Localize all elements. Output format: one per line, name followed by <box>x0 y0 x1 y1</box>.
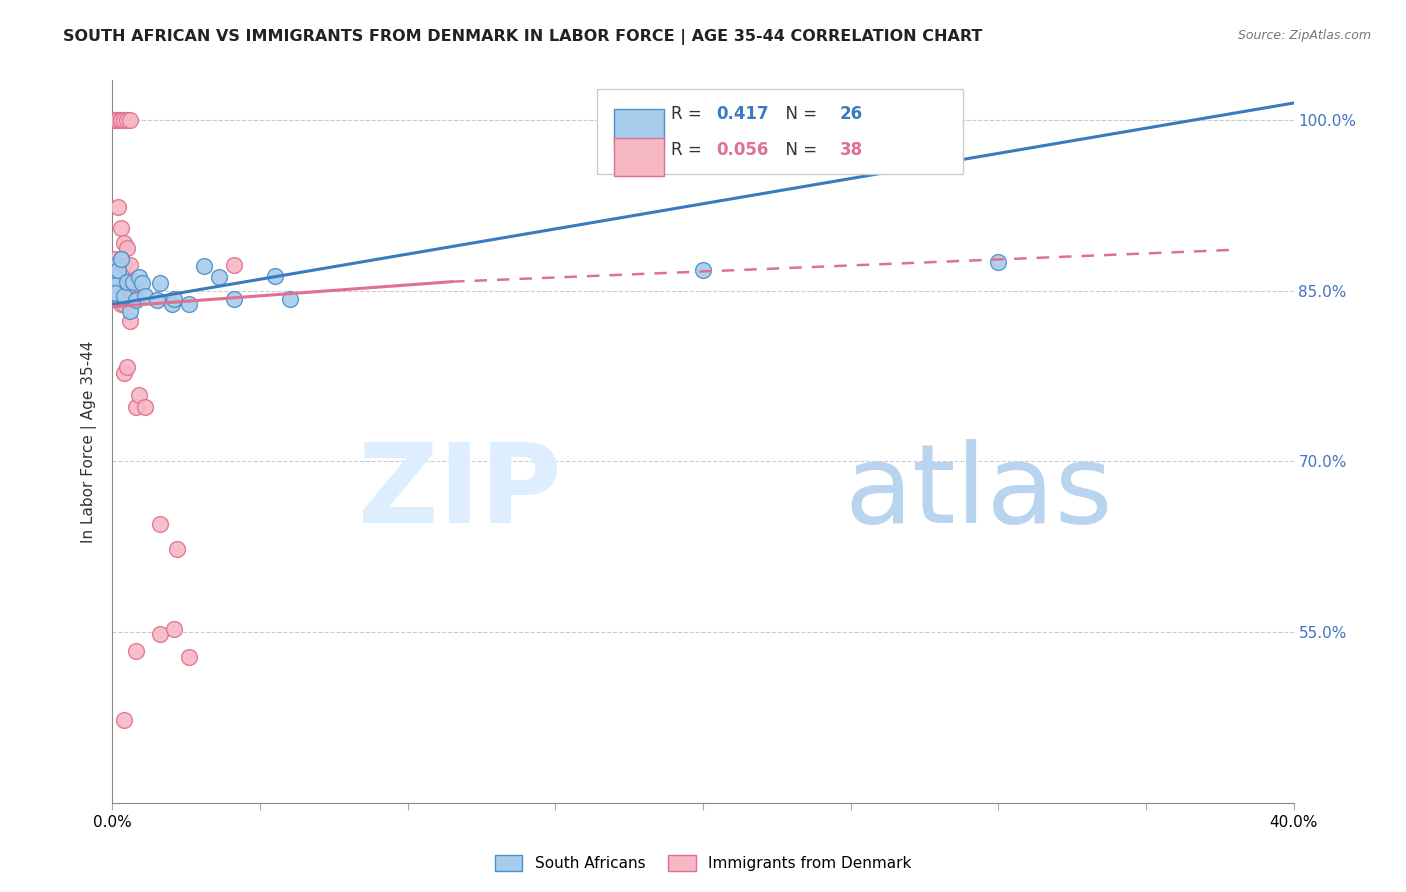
Text: atlas: atlas <box>845 439 1114 546</box>
Point <box>222 258 245 272</box>
Point <box>104 270 127 285</box>
Point <box>122 275 145 289</box>
Point <box>107 263 129 277</box>
Y-axis label: In Labor Force | Age 35-44: In Labor Force | Age 35-44 <box>80 341 97 542</box>
Text: SOUTH AFRICAN VS IMMIGRANTS FROM DENMARK IN LABOR FORCE | AGE 35-44 CORRELATION : SOUTH AFRICAN VS IMMIGRANTS FROM DENMARK… <box>63 29 983 45</box>
Point <box>110 113 132 128</box>
Point <box>104 286 127 301</box>
Point <box>107 275 129 289</box>
Point <box>120 314 142 328</box>
Point <box>120 286 142 301</box>
Point <box>166 542 188 557</box>
Point <box>112 113 135 128</box>
Point <box>128 388 150 402</box>
Text: N =: N = <box>775 141 823 159</box>
Text: 0.417: 0.417 <box>716 104 769 122</box>
FancyBboxPatch shape <box>596 89 963 174</box>
Point <box>122 286 145 301</box>
Point <box>146 293 169 307</box>
Point <box>160 297 183 311</box>
Point <box>110 221 132 235</box>
Point <box>110 252 132 266</box>
Point <box>120 304 142 318</box>
Point <box>104 278 127 293</box>
Point <box>120 258 142 272</box>
Point <box>125 292 148 306</box>
Point <box>104 259 127 273</box>
FancyBboxPatch shape <box>614 109 664 146</box>
Point <box>692 263 714 277</box>
Text: ZIP: ZIP <box>359 439 561 546</box>
Text: R =: R = <box>671 141 707 159</box>
Point <box>112 235 135 250</box>
Point <box>125 400 148 414</box>
Point <box>117 241 138 255</box>
Point <box>134 289 156 303</box>
Point <box>131 276 153 290</box>
Point <box>112 289 135 303</box>
Point <box>193 259 215 273</box>
Text: 0.056: 0.056 <box>716 141 768 159</box>
Point <box>149 627 172 641</box>
Point <box>112 258 135 272</box>
Point <box>134 400 156 414</box>
Point <box>112 713 135 727</box>
Point <box>987 255 1010 269</box>
Point <box>117 359 138 374</box>
FancyBboxPatch shape <box>614 138 664 176</box>
Point <box>104 113 127 128</box>
Point <box>120 113 142 128</box>
Text: 26: 26 <box>839 104 863 122</box>
Point <box>110 268 132 283</box>
Point <box>179 650 201 665</box>
Point <box>117 113 138 128</box>
Text: Source: ZipAtlas.com: Source: ZipAtlas.com <box>1237 29 1371 42</box>
Point <box>107 200 129 214</box>
Point <box>104 113 127 128</box>
Point <box>125 644 148 658</box>
Point <box>110 113 132 128</box>
Point <box>163 622 186 636</box>
Point <box>104 252 127 266</box>
Text: R =: R = <box>671 104 707 122</box>
Point <box>179 297 201 311</box>
Point <box>208 270 231 285</box>
Point <box>112 297 135 311</box>
Point <box>110 252 132 266</box>
Point <box>163 292 186 306</box>
Point <box>107 258 129 272</box>
Point <box>112 366 135 380</box>
Text: 38: 38 <box>839 141 863 159</box>
Point <box>125 293 148 307</box>
Point <box>149 516 172 531</box>
Point <box>264 268 287 283</box>
Point <box>107 113 129 128</box>
Point <box>110 297 132 311</box>
Legend: South Africans, Immigrants from Denmark: South Africans, Immigrants from Denmark <box>489 849 917 877</box>
Text: N =: N = <box>775 104 823 122</box>
Point <box>278 292 301 306</box>
Point <box>117 275 138 289</box>
Point <box>222 292 245 306</box>
Point <box>149 276 172 290</box>
Point <box>128 270 150 285</box>
